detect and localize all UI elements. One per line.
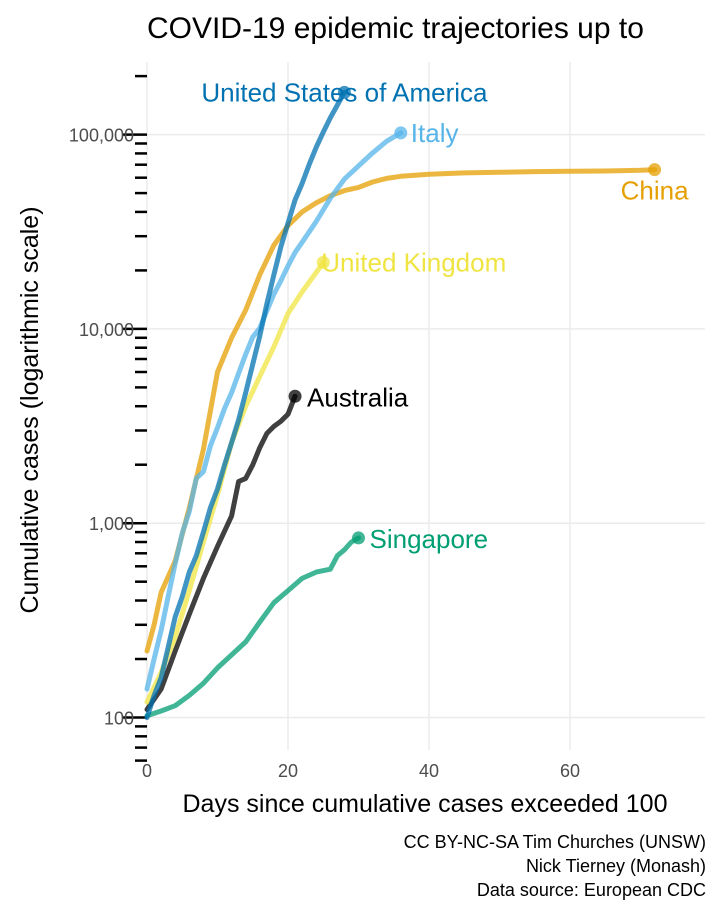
series-label-china: China — [621, 176, 689, 206]
series-label-australia: Australia — [307, 382, 409, 412]
x-tick-label: 20 — [278, 761, 298, 781]
tick-labels: 100 1,000 10,000 100,000 0 20 40 60 — [69, 126, 580, 781]
series-endpoint-united-states-of-america — [337, 85, 351, 99]
plot-series: China Singapore Australia United Kingdom Ita… — [144, 77, 689, 720]
series-label-singapore: Singapore — [370, 524, 489, 554]
series-united-states-of-america: United States of America — [144, 77, 488, 720]
y-axis-title: Cumulative cases (logarithmic scale) — [16, 206, 44, 613]
series-label-italy: Italy — [411, 118, 459, 148]
y-tick-label: 10,000 — [79, 320, 134, 340]
y-tick-label: 1,000 — [89, 514, 134, 534]
series-endpoint-china — [648, 163, 662, 177]
y-tick-label: 100 — [104, 709, 134, 729]
series-endpoint-australia — [288, 389, 302, 403]
series-line-australia — [144, 393, 298, 712]
grid — [146, 62, 705, 750]
series-endpoint-italy — [394, 126, 408, 140]
series-singapore: Singapore — [144, 524, 489, 719]
x-tick-label: 60 — [560, 761, 580, 781]
series-china: China — [144, 163, 689, 654]
y-axis-ticks — [122, 74, 147, 762]
x-tick-label: 0 — [142, 761, 152, 781]
series-italy: Italy — [144, 118, 459, 692]
caption-line-1: CC BY-NC-SA Tim Churches (UNSW) — [404, 832, 706, 852]
series-australia: Australia — [144, 382, 409, 712]
x-axis-title: Days since cumulative cases exceeded 100 — [183, 790, 668, 818]
series-endpoint-united-kingdom — [316, 255, 330, 269]
caption-line-3: Data source: European CDC — [477, 880, 706, 900]
series-line-united-states-of-america — [144, 89, 347, 720]
series-line-singapore — [144, 535, 361, 719]
series-endpoint-singapore — [352, 531, 365, 545]
caption-line-2: Nick Tierney (Monash) — [526, 856, 706, 876]
x-tick-label: 40 — [419, 761, 439, 781]
series-label-united-states-of-america: United States of America — [201, 77, 488, 107]
series-label-united-kingdom: United Kingdom — [321, 247, 506, 277]
series-line-italy — [144, 130, 404, 692]
chart-title: COVID-19 epidemic trajectories up to — [147, 12, 644, 45]
y-tick-label: 100,000 — [69, 126, 134, 146]
